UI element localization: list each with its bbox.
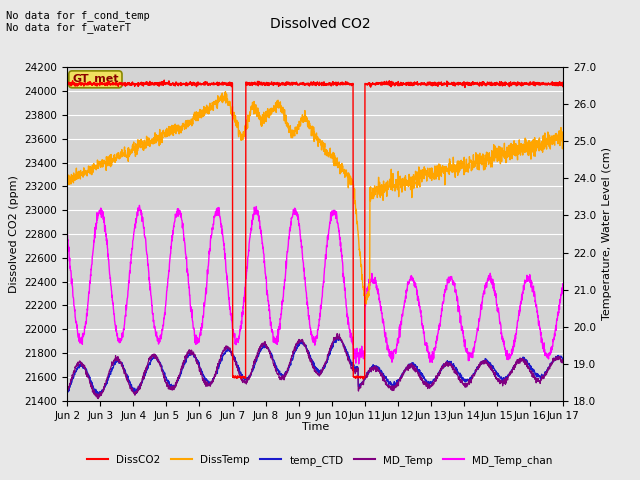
X-axis label: Time: Time (301, 422, 329, 432)
Text: Dissolved CO2: Dissolved CO2 (269, 17, 371, 31)
Text: No data for f_cond_temp
No data for f_waterT: No data for f_cond_temp No data for f_wa… (6, 10, 150, 33)
Y-axis label: Temperature, Water Level (cm): Temperature, Water Level (cm) (602, 147, 612, 321)
Y-axis label: Dissolved CO2 (ppm): Dissolved CO2 (ppm) (9, 175, 19, 293)
Legend: DissCO2, DissTemp, temp_CTD, MD_Temp, MD_Temp_chan: DissCO2, DissTemp, temp_CTD, MD_Temp, MD… (83, 451, 557, 470)
Text: GT_met: GT_met (72, 74, 118, 84)
